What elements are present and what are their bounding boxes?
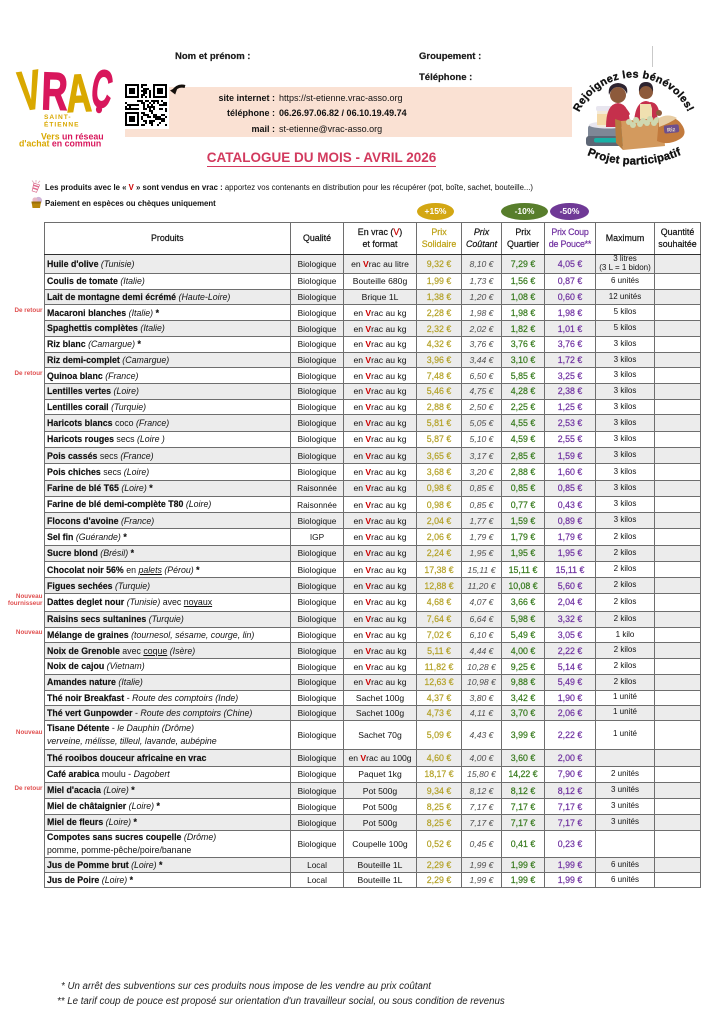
svg-text:Riz: Riz bbox=[667, 127, 676, 134]
svg-text:d'achat en commun: d'achat en commun bbox=[19, 139, 101, 149]
svg-text:ÉTIENNE: ÉTIENNE bbox=[44, 120, 80, 129]
svg-text:A: A bbox=[64, 62, 92, 123]
svg-text:SAINT-: SAINT- bbox=[44, 114, 72, 121]
svg-text:Vers un réseau: Vers un réseau bbox=[41, 132, 104, 142]
svg-text:Rejoignez les bénévoles!: Rejoignez les bénévoles! bbox=[571, 68, 696, 113]
svg-text:Projet participatif: Projet participatif bbox=[586, 146, 683, 167]
svg-text:R: R bbox=[41, 61, 69, 122]
